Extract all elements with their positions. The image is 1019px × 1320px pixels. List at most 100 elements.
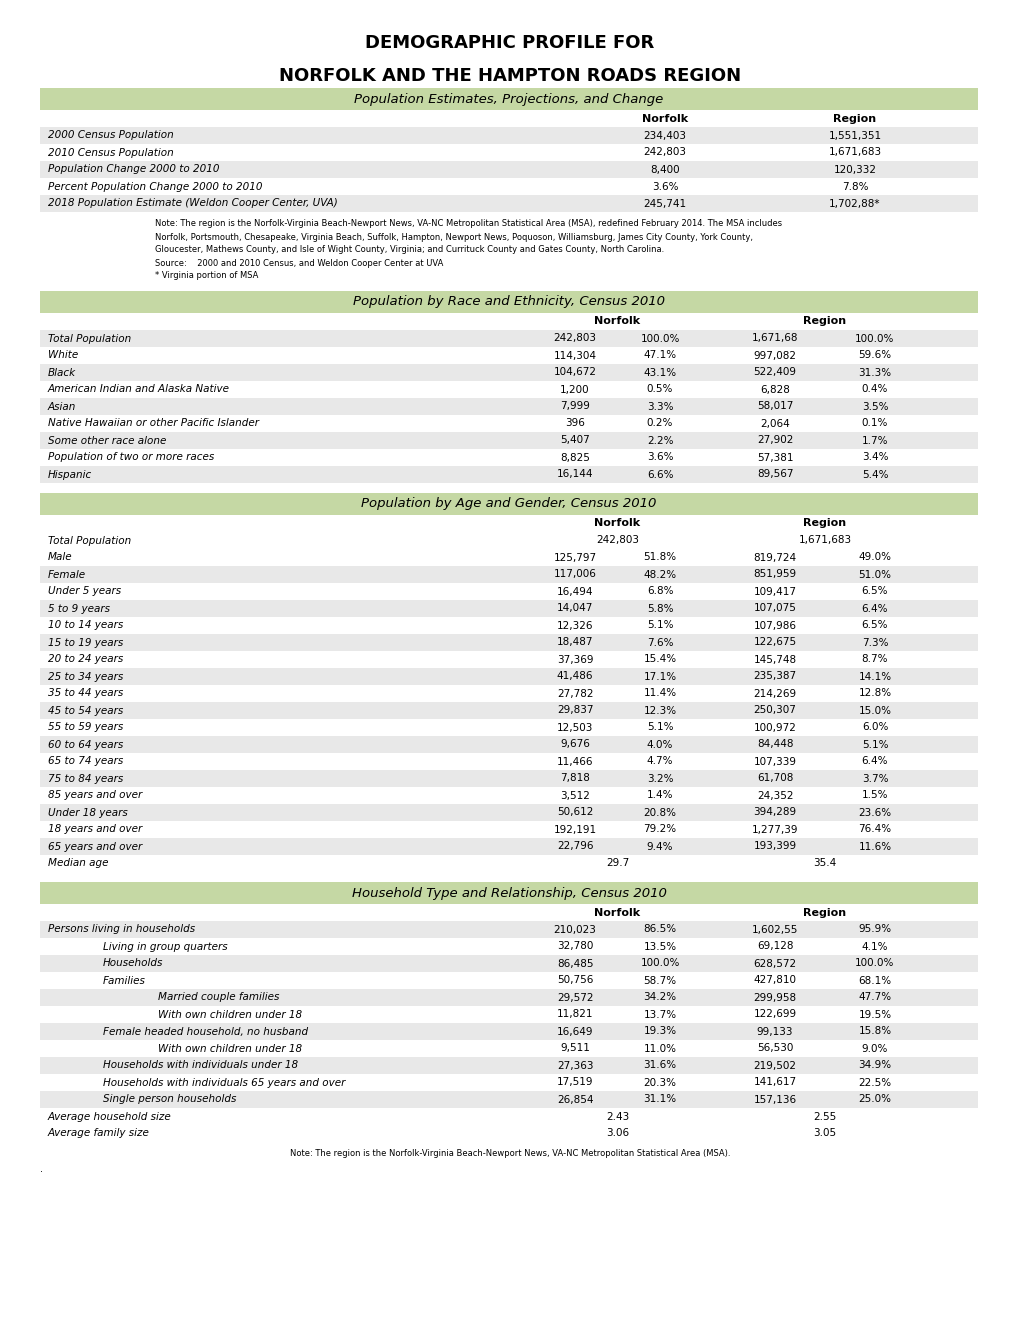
Text: 15 to 19 years: 15 to 19 years: [48, 638, 123, 648]
Text: 61,708: 61,708: [756, 774, 793, 784]
FancyBboxPatch shape: [40, 313, 977, 330]
FancyBboxPatch shape: [40, 737, 977, 752]
Text: 4.1%: 4.1%: [861, 941, 888, 952]
FancyBboxPatch shape: [40, 1057, 977, 1074]
Text: 41,486: 41,486: [556, 672, 593, 681]
Text: 235,387: 235,387: [753, 672, 796, 681]
Text: 18 years and over: 18 years and over: [48, 825, 142, 834]
Text: 4.0%: 4.0%: [646, 739, 673, 750]
FancyBboxPatch shape: [40, 787, 977, 804]
Text: 10 to 14 years: 10 to 14 years: [48, 620, 123, 631]
FancyBboxPatch shape: [40, 381, 977, 399]
Text: 13.5%: 13.5%: [643, 941, 676, 952]
Text: Black: Black: [48, 367, 76, 378]
Text: 145,748: 145,748: [753, 655, 796, 664]
Text: 31.1%: 31.1%: [643, 1094, 676, 1105]
Text: 5.8%: 5.8%: [646, 603, 673, 614]
Text: 58.7%: 58.7%: [643, 975, 676, 986]
Text: 7.8%: 7.8%: [841, 181, 867, 191]
Text: American Indian and Alaska Native: American Indian and Alaska Native: [48, 384, 229, 395]
FancyBboxPatch shape: [40, 804, 977, 821]
Text: 157,136: 157,136: [753, 1094, 796, 1105]
Text: 11.6%: 11.6%: [858, 842, 891, 851]
Text: 23.6%: 23.6%: [858, 808, 891, 817]
Text: Average household size: Average household size: [48, 1111, 171, 1122]
Text: Living in group quarters: Living in group quarters: [103, 941, 227, 952]
Text: 16,144: 16,144: [556, 470, 593, 479]
Text: .: .: [40, 1164, 43, 1173]
Text: 5.1%: 5.1%: [861, 739, 888, 750]
Text: Female: Female: [48, 569, 86, 579]
FancyBboxPatch shape: [40, 989, 977, 1006]
FancyBboxPatch shape: [40, 347, 977, 364]
Text: Note: The region is the Norfolk-Virginia Beach-Newport News, VA-NC Metropolitan : Note: The region is the Norfolk-Virginia…: [289, 1150, 730, 1159]
Text: Total Population: Total Population: [48, 334, 131, 343]
Text: 24,352: 24,352: [756, 791, 793, 800]
Text: 3.4%: 3.4%: [861, 453, 888, 462]
Text: 117,006: 117,006: [553, 569, 596, 579]
Text: Persons living in households: Persons living in households: [48, 924, 195, 935]
FancyBboxPatch shape: [40, 855, 977, 873]
Text: 19.3%: 19.3%: [643, 1027, 676, 1036]
FancyBboxPatch shape: [40, 290, 977, 313]
Text: 6.0%: 6.0%: [861, 722, 888, 733]
Text: 11,821: 11,821: [556, 1010, 593, 1019]
Text: 1,200: 1,200: [559, 384, 589, 395]
Text: 49.0%: 49.0%: [858, 553, 891, 562]
Text: Some other race alone: Some other race alone: [48, 436, 166, 446]
Text: 32,780: 32,780: [556, 941, 593, 952]
FancyBboxPatch shape: [40, 616, 977, 634]
Text: Region: Region: [803, 519, 846, 528]
Text: 27,902: 27,902: [756, 436, 793, 446]
Text: 20.3%: 20.3%: [643, 1077, 676, 1088]
Text: 3.5%: 3.5%: [861, 401, 888, 412]
Text: 86,485: 86,485: [556, 958, 593, 969]
Text: Household Type and Relationship, Census 2010: Household Type and Relationship, Census …: [352, 887, 665, 899]
Text: 16,494: 16,494: [556, 586, 593, 597]
Text: 242,803: 242,803: [595, 536, 638, 545]
FancyBboxPatch shape: [40, 432, 977, 449]
Text: 11.0%: 11.0%: [643, 1044, 676, 1053]
FancyBboxPatch shape: [40, 651, 977, 668]
Text: 0.5%: 0.5%: [646, 384, 673, 395]
Text: 3.7%: 3.7%: [861, 774, 888, 784]
Text: 120,332: 120,332: [833, 165, 875, 174]
Text: 1,671,68: 1,671,68: [751, 334, 798, 343]
Text: 141,617: 141,617: [753, 1077, 796, 1088]
Text: Norfolk: Norfolk: [594, 317, 640, 326]
Text: 27,363: 27,363: [556, 1060, 593, 1071]
Text: 25 to 34 years: 25 to 34 years: [48, 672, 123, 681]
Text: 47.7%: 47.7%: [858, 993, 891, 1002]
Text: 1,602,55: 1,602,55: [751, 924, 798, 935]
Text: 9,511: 9,511: [559, 1044, 589, 1053]
FancyBboxPatch shape: [40, 466, 977, 483]
Text: 26,854: 26,854: [556, 1094, 593, 1105]
Text: 57,381: 57,381: [756, 453, 793, 462]
Text: 100.0%: 100.0%: [855, 334, 894, 343]
Text: 58,017: 58,017: [756, 401, 793, 412]
Text: 100.0%: 100.0%: [640, 334, 679, 343]
Text: 3.05: 3.05: [812, 1129, 836, 1138]
Text: 8,825: 8,825: [559, 453, 589, 462]
Text: 5.1%: 5.1%: [646, 722, 673, 733]
FancyBboxPatch shape: [40, 904, 977, 921]
FancyBboxPatch shape: [40, 195, 977, 213]
Text: 0.1%: 0.1%: [861, 418, 888, 429]
Text: 35 to 44 years: 35 to 44 years: [48, 689, 123, 698]
Text: 95.9%: 95.9%: [858, 924, 891, 935]
Text: 43.1%: 43.1%: [643, 367, 676, 378]
Text: 59.6%: 59.6%: [858, 351, 891, 360]
Text: 51.0%: 51.0%: [858, 569, 891, 579]
Text: 69,128: 69,128: [756, 941, 793, 952]
Text: 6.5%: 6.5%: [861, 586, 888, 597]
FancyBboxPatch shape: [40, 583, 977, 601]
Text: DEMOGRAPHIC PROFILE FOR: DEMOGRAPHIC PROFILE FOR: [365, 34, 654, 51]
Text: 242,803: 242,803: [553, 334, 596, 343]
Text: 20.8%: 20.8%: [643, 808, 676, 817]
Text: 250,307: 250,307: [753, 705, 796, 715]
Text: With own children under 18: With own children under 18: [158, 1010, 302, 1019]
Text: Population by Age and Gender, Census 2010: Population by Age and Gender, Census 201…: [361, 498, 656, 511]
Text: Households: Households: [103, 958, 163, 969]
Text: 99,133: 99,133: [756, 1027, 793, 1036]
Text: 104,672: 104,672: [553, 367, 596, 378]
